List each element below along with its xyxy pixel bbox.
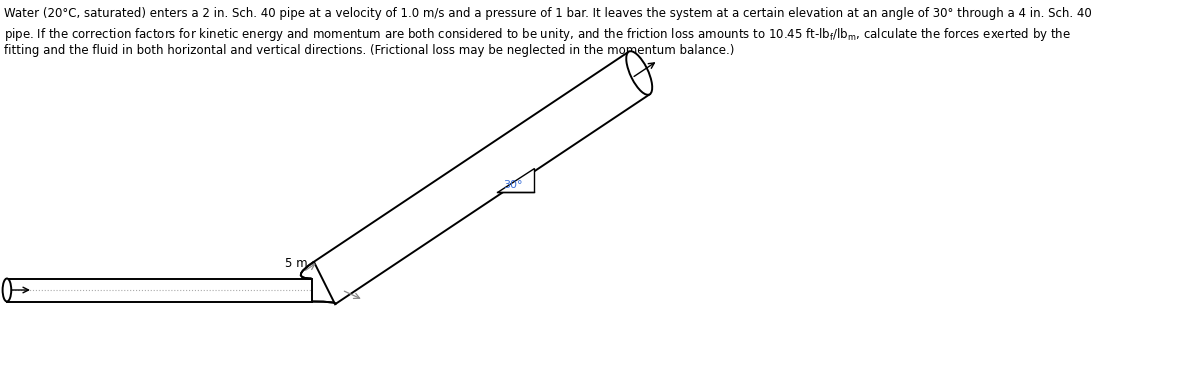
Text: fitting and the fluid in both horizontal and vertical directions. (Frictional lo: fitting and the fluid in both horizontal… <box>5 44 734 57</box>
Text: Water (20°C, saturated) enters a 2 in. Sch. 40 pipe at a velocity of 1.0 m/s and: Water (20°C, saturated) enters a 2 in. S… <box>5 7 1092 20</box>
Polygon shape <box>301 262 336 304</box>
Ellipse shape <box>2 278 11 301</box>
Text: 5 m: 5 m <box>284 257 307 270</box>
Ellipse shape <box>626 51 653 95</box>
Polygon shape <box>497 168 534 192</box>
Text: 30°: 30° <box>503 180 523 190</box>
Text: pipe. If the correction factors for kinetic energy and momentum are both conside: pipe. If the correction factors for kine… <box>5 26 1072 42</box>
Polygon shape <box>314 52 650 304</box>
